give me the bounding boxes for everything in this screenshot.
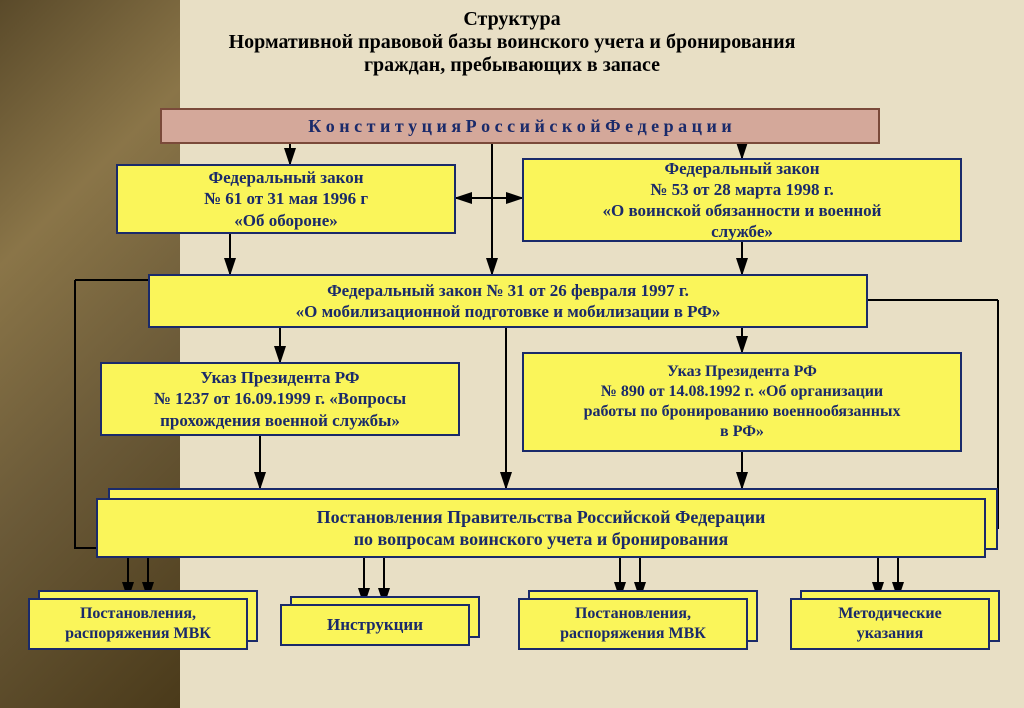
postanov-l2: по вопросам воинского учета и бронирован…	[354, 528, 729, 551]
page-title: Структура Нормативной правовой базы воин…	[0, 8, 1024, 77]
ukaz890-l1: Указ Президента РФ	[667, 362, 817, 382]
ukaz890-l2: № 890 от 14.08.1992 г. «Об организации	[601, 382, 883, 402]
node-ukaz-1237: Указ Президента РФ № 1237 от 16.09.1999 …	[100, 362, 460, 436]
ukaz1237-l1: Указ Президента РФ	[201, 367, 360, 388]
postanov-l1: Постановления Правительства Российской Ф…	[317, 506, 766, 529]
law53-l2: № 53 от 28 марта 1998 г.	[650, 179, 834, 200]
law53-l1: Федеральный закон	[664, 158, 819, 179]
constitution-text: К о н с т и т у ц и я Р о с с и й с к о …	[308, 115, 732, 138]
law61-l1: Федеральный закон	[208, 167, 363, 188]
law31-l2: «О мобилизационной подготовке и мобилиза…	[296, 301, 721, 322]
title-line-2: Нормативной правовой базы воинского учет…	[0, 31, 1024, 54]
law53-l4: службе»	[711, 221, 773, 242]
node-constitution: К о н с т и т у ц и я Р о с с и й с к о …	[160, 108, 880, 144]
node-law-61: Федеральный закон № 61 от 31 мая 1996 г …	[116, 164, 456, 234]
law61-l2: № 61 от 31 мая 1996 г	[204, 188, 368, 209]
b2-l1: Инструкции	[327, 614, 423, 635]
b4-l2: указания	[857, 624, 924, 644]
node-method-guidelines: Методические указания	[790, 598, 990, 650]
title-line-3: граждан, пребывающих в запасе	[0, 54, 1024, 77]
b1-l1: Постановления,	[80, 604, 196, 624]
node-law-31: Федеральный закон № 31 от 26 февраля 199…	[148, 274, 868, 328]
b3-l1: Постановления,	[575, 604, 691, 624]
ukaz890-l3: работы по бронированию военнообязанных	[584, 402, 901, 422]
node-mvk-resolutions-1: Постановления, распоряжения МВК	[28, 598, 248, 650]
node-postanov: Постановления Правительства Российской Ф…	[96, 498, 986, 558]
node-law-53: Федеральный закон № 53 от 28 марта 1998 …	[522, 158, 962, 242]
b3-l2: распоряжения МВК	[560, 624, 706, 644]
node-mvk-resolutions-2: Постановления, распоряжения МВК	[518, 598, 748, 650]
node-instructions: Инструкции	[280, 604, 470, 646]
law53-l3: «О воинской обязанности и военной	[603, 200, 882, 221]
law31-l1: Федеральный закон № 31 от 26 февраля 199…	[327, 280, 689, 301]
ukaz1237-l3: прохождения военной службы»	[160, 410, 400, 431]
b4-l1: Методические	[838, 604, 941, 624]
ukaz890-l4: в РФ»	[720, 422, 764, 442]
b1-l2: распоряжения МВК	[65, 624, 211, 644]
node-ukaz-890: Указ Президента РФ № 890 от 14.08.1992 г…	[522, 352, 962, 452]
law61-l3: «Об обороне»	[234, 210, 338, 231]
ukaz1237-l2: № 1237 от 16.09.1999 г. «Вопросы	[154, 388, 406, 409]
title-line-1: Структура	[0, 8, 1024, 31]
